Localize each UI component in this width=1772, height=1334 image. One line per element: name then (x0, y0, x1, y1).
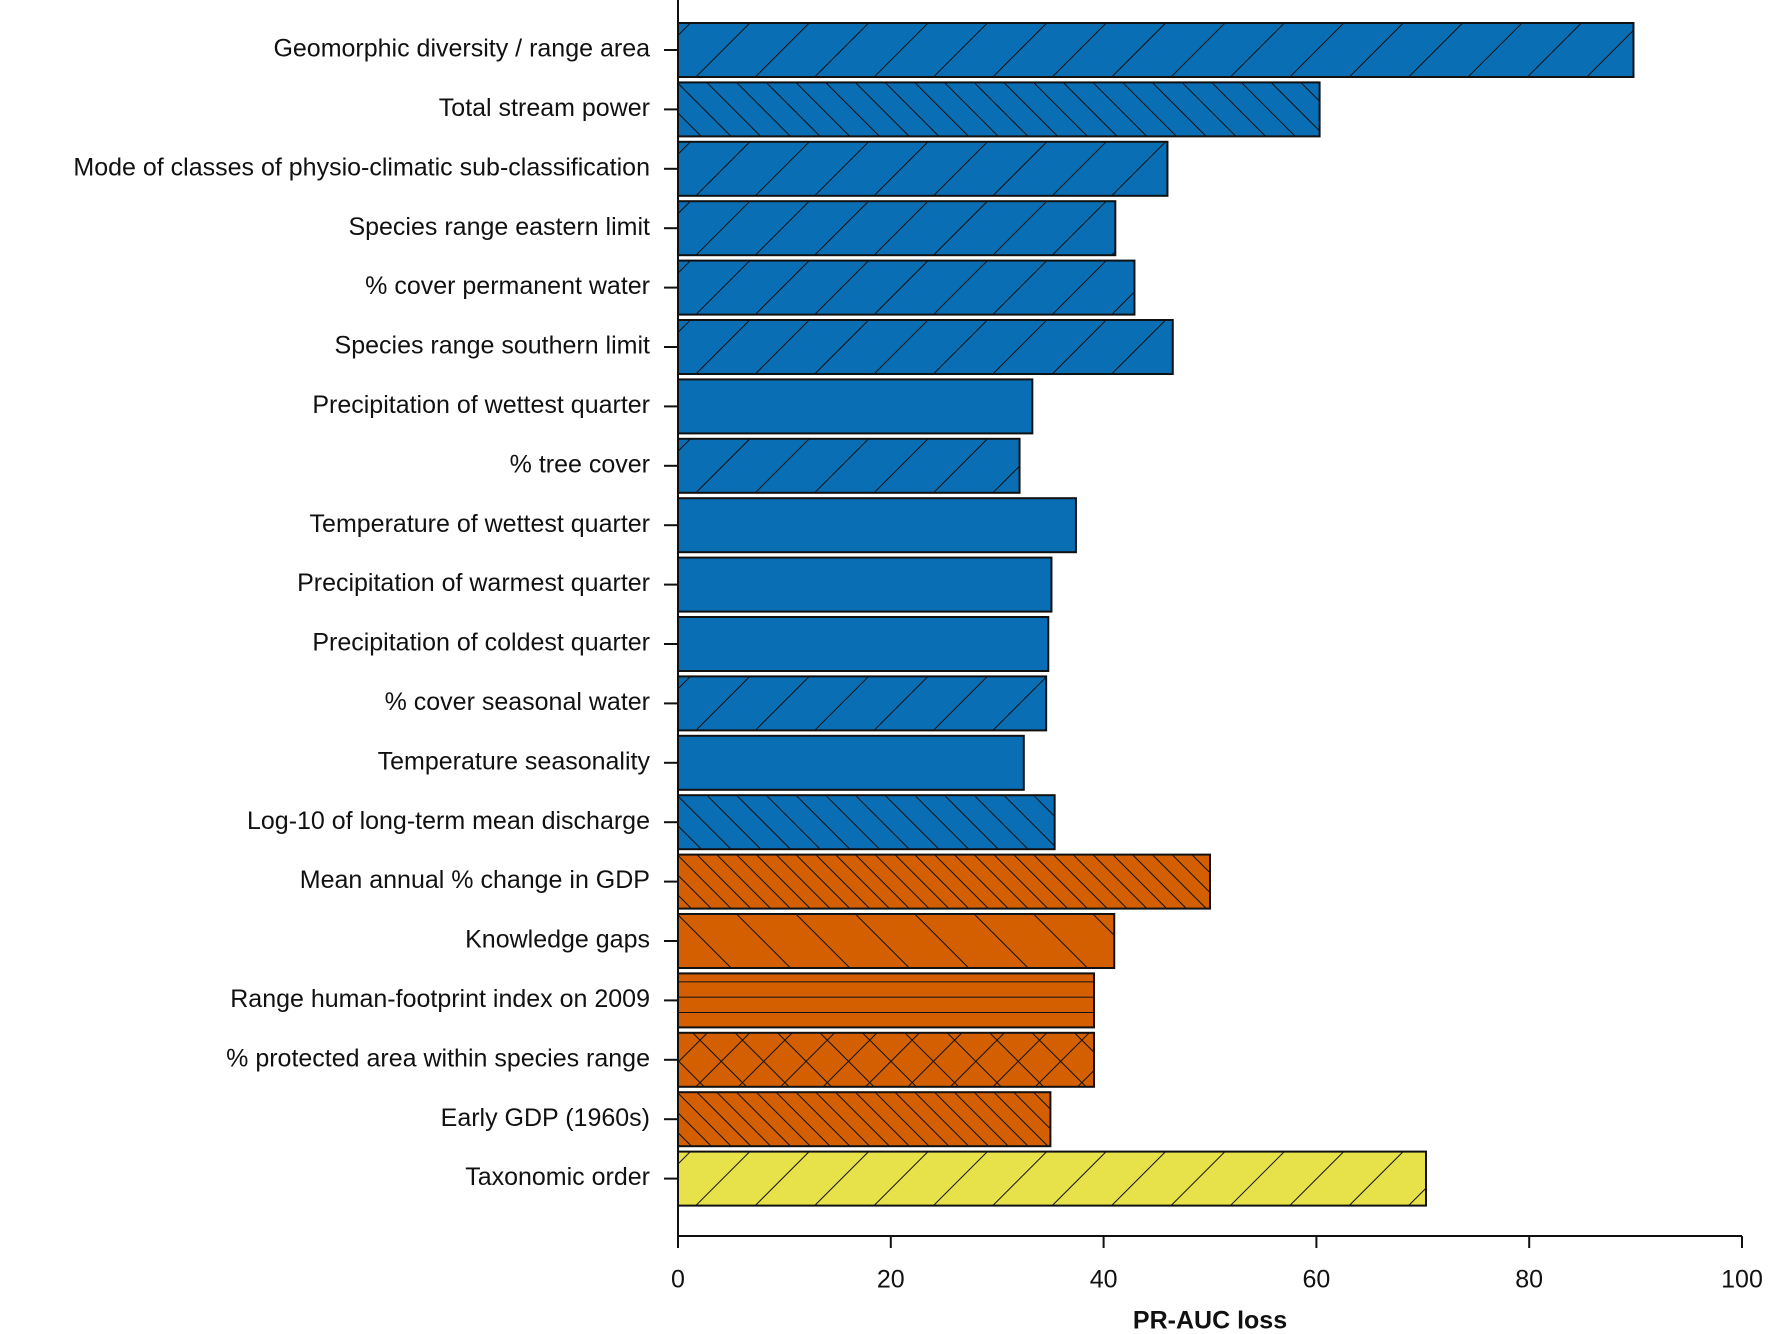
x-tick-label: 20 (877, 1266, 905, 1294)
y-tick-label: Knowledge gaps (465, 926, 650, 954)
x-tick-label: 60 (1302, 1266, 1330, 1294)
y-tick-label: Taxonomic order (465, 1163, 650, 1191)
bar (677, 497, 1077, 554)
bar (677, 319, 1174, 375)
bar (677, 972, 1096, 1029)
y-tick-label: Precipitation of warmest quarter (297, 569, 650, 597)
bar (677, 140, 1169, 197)
y-tick-label: Precipitation of wettest quarter (312, 391, 650, 419)
bar (677, 437, 1021, 494)
y-tick-label: Species range southern limit (335, 332, 650, 360)
bar (677, 556, 1053, 613)
y-tick-label: Geomorphic diversity / range area (273, 35, 650, 63)
bar (677, 22, 1635, 78)
x-tick-label: 80 (1515, 1266, 1543, 1294)
y-tick-label: % cover seasonal water (385, 688, 650, 716)
bar (677, 200, 1117, 257)
x-axis-label: PR-AUC loss (1133, 1307, 1287, 1334)
x-tick-label: 0 (671, 1266, 685, 1294)
x-tick-label: 100 (1721, 1266, 1763, 1294)
y-tick-label: % protected area within species range (226, 1044, 650, 1072)
y-tick-label: Total stream power (439, 94, 650, 122)
y-tick-label: Temperature of wettest quarter (310, 510, 650, 538)
y-tick-label: Range human-footprint index on 2009 (230, 985, 650, 1013)
y-tick-label: Log-10 of long-term mean discharge (247, 807, 650, 835)
bar (677, 259, 1136, 316)
y-tick-label: Mean annual % change in GDP (300, 866, 650, 894)
bar (677, 1150, 1427, 1207)
y-tick-label: % tree cover (510, 450, 650, 478)
bar (677, 913, 1116, 969)
bar (677, 616, 1050, 672)
y-tick-label: Precipitation of coldest quarter (312, 629, 650, 657)
bar (677, 1031, 1096, 1088)
y-tick-label: Early GDP (1960s) (441, 1104, 650, 1132)
bar (677, 794, 1056, 851)
y-tick-label: Mode of classes of physio-climatic sub-c… (73, 153, 650, 181)
bar (677, 734, 1025, 791)
bar (677, 378, 1034, 435)
x-tick-label: 40 (1090, 1266, 1118, 1294)
bar (677, 1091, 1052, 1148)
bar (677, 675, 1048, 732)
y-tick-label: % cover permanent water (365, 272, 650, 300)
bar (677, 853, 1211, 910)
bar (677, 81, 1321, 138)
y-tick-label: Temperature seasonality (378, 747, 651, 775)
y-tick-label: Species range eastern limit (348, 213, 650, 241)
